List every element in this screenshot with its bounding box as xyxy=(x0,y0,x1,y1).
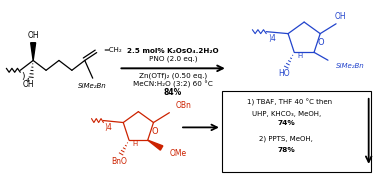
Text: 2) PPTS, MeOH,: 2) PPTS, MeOH, xyxy=(259,136,313,142)
Text: O: O xyxy=(151,127,158,136)
Text: 4: 4 xyxy=(25,78,29,83)
Text: O: O xyxy=(318,38,324,48)
Text: 1) TBAF, THF 40 °C then: 1) TBAF, THF 40 °C then xyxy=(247,99,332,106)
Text: OH: OH xyxy=(27,31,39,40)
Text: OH: OH xyxy=(22,80,34,89)
Text: HO: HO xyxy=(279,69,290,78)
Polygon shape xyxy=(31,43,36,61)
Text: )4: )4 xyxy=(104,123,112,132)
Text: OH: OH xyxy=(334,12,346,21)
Polygon shape xyxy=(148,140,163,150)
Text: 84%: 84% xyxy=(164,88,182,97)
Text: )4: )4 xyxy=(268,34,276,43)
Text: PNO (2.0 eq.): PNO (2.0 eq.) xyxy=(149,55,197,62)
Bar xyxy=(222,91,371,172)
Text: H: H xyxy=(132,141,138,147)
Text: SiMe₂Bn: SiMe₂Bn xyxy=(336,63,365,69)
Text: SiMe₂Bn: SiMe₂Bn xyxy=(78,83,107,89)
Text: OBn: OBn xyxy=(175,101,191,110)
Text: 74%: 74% xyxy=(277,121,295,126)
Text: =CH₂: =CH₂ xyxy=(104,47,122,53)
Text: H: H xyxy=(297,53,303,59)
Text: Zn(OTf)₂ (0.50 eq.): Zn(OTf)₂ (0.50 eq.) xyxy=(139,73,207,79)
Text: BnO: BnO xyxy=(111,157,127,166)
Text: MeCN:H₂O (3:2) 60 °C: MeCN:H₂O (3:2) 60 °C xyxy=(133,80,213,88)
Text: ): ) xyxy=(22,72,25,81)
Text: OMe: OMe xyxy=(170,149,187,158)
Text: 78%: 78% xyxy=(277,147,295,153)
Text: UHP, KHCO₃, MeOH,: UHP, KHCO₃, MeOH, xyxy=(252,111,321,117)
Text: 2.5 mol% K₂OsO₄.2H₂O: 2.5 mol% K₂OsO₄.2H₂O xyxy=(127,48,219,54)
